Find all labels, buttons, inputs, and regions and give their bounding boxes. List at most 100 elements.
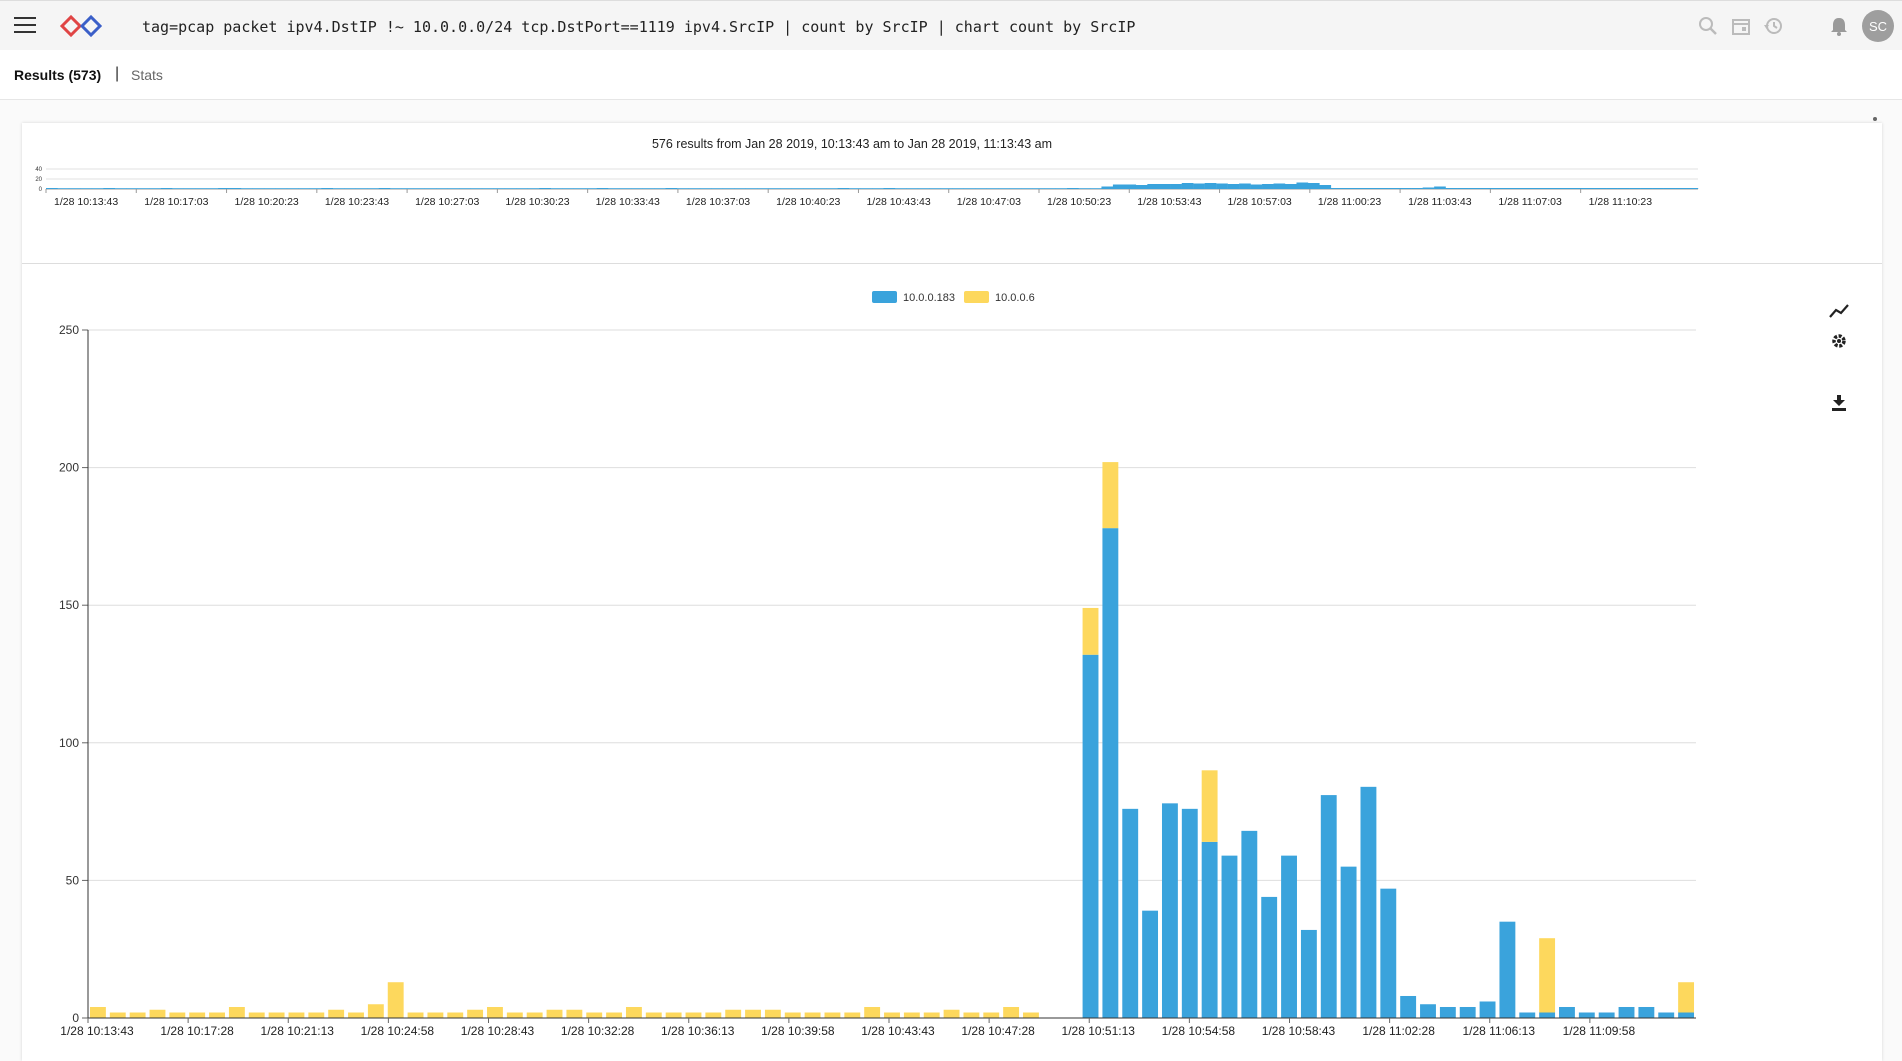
overview-timeline: 576 results from Jan 28 2019, 10:13:43 a… [22, 123, 1882, 264]
bar-10-0-0-6 [1102, 462, 1119, 529]
x-tick-label: 1/28 11:06:13 [1462, 1024, 1535, 1038]
overview-bar [562, 188, 574, 189]
overview-bar [1044, 188, 1056, 189]
bar-10-0-0-183 [1559, 1006, 1575, 1018]
bar-10-0-0-183 [1479, 1001, 1496, 1018]
bar-10-0-0-183 [1578, 1012, 1595, 1018]
overview-bar [1376, 188, 1389, 189]
avatar[interactable]: SC [1862, 10, 1894, 42]
bar-10-0-0-6 [1082, 607, 1099, 655]
gravwell-logo-icon[interactable] [60, 12, 102, 40]
bar-10-0-0-6 [963, 1012, 980, 1018]
x-tick-label: 1/28 11:02:28 [1362, 1024, 1435, 1038]
bar-10-0-0-183 [1340, 866, 1357, 1018]
x-tick-label: 1/28 10:17:28 [160, 1024, 234, 1038]
results-panel: 576 results from Jan 28 2019, 10:13:43 a… [22, 123, 1882, 1061]
legend-label: 10.0.0.6 [995, 292, 1035, 304]
bar-10-0-0-6 [209, 1012, 225, 1018]
overview-bar [1216, 183, 1228, 189]
overview-bar [550, 188, 563, 189]
overview-bar [424, 188, 437, 189]
bar-10-0-0-183 [1201, 841, 1218, 1018]
overview-bar [68, 188, 81, 189]
bar-10-0-0-6 [387, 982, 404, 1018]
bar-10-0-0-183 [1459, 1006, 1476, 1018]
overview-x-tick-label: 1/28 10:20:23 [235, 196, 299, 208]
overview-bar [229, 188, 242, 189]
overview-bar [1193, 183, 1205, 189]
overview-bar [57, 188, 70, 189]
history-icon[interactable] [1762, 15, 1784, 37]
bar-10-0-0-6 [367, 1004, 384, 1018]
overview-bar [1422, 187, 1435, 189]
x-tick-label: 1/28 10:51:13 [1062, 1024, 1136, 1038]
bar-10-0-0-6 [526, 1012, 543, 1018]
bar-10-0-0-6 [606, 1012, 623, 1018]
results-summary: 576 results from Jan 28 2019, 10:13:43 a… [651, 137, 1053, 151]
bar-10-0-0-6 [129, 1012, 146, 1018]
overview-bar [1675, 188, 1687, 189]
overview-bar [1617, 188, 1630, 189]
overview-bar [218, 188, 230, 189]
settings-gear-icon[interactable] [1828, 330, 1850, 352]
y-tick-label: 100 [59, 736, 79, 750]
overview-bar [849, 188, 861, 189]
tab-results[interactable]: Results (573) [14, 67, 102, 83]
bar-10-0-0-6 [705, 1012, 722, 1018]
overview-bar [619, 188, 632, 189]
search-query[interactable]: tag=pcap packet ipv4.DstIP !~ 10.0.0.0/2… [142, 18, 1136, 36]
overview-bar [1021, 188, 1033, 189]
x-tick-label: 1/28 10:39:58 [761, 1024, 835, 1038]
overview-x-tick-label: 1/28 10:53:43 [1137, 196, 1201, 208]
overview-bar [114, 188, 127, 189]
overview-bar [172, 188, 184, 189]
stacked-bar-chart[interactable]: 10.0.0.183 10.0.0.6 0 50 100 150 200 250 1/28 10… [22, 264, 1722, 1061]
overview-bar [1629, 188, 1641, 189]
download-icon[interactable] [1828, 392, 1850, 414]
bar-10-0-0-6 [268, 1012, 285, 1018]
overview-bar [447, 188, 460, 189]
bar-10-0-0-6 [685, 1012, 702, 1018]
notification-bell-icon[interactable] [1828, 15, 1850, 37]
overview-bar [1457, 188, 1469, 189]
overview-bar [286, 188, 299, 189]
line-chart-icon[interactable] [1828, 300, 1850, 322]
bar-10-0-0-6 [149, 1009, 166, 1018]
bar-10-0-0-6 [189, 1012, 206, 1018]
main-chart-area: 10.0.0.183 10.0.0.6 0 50 100 150 200 250 1/28 10… [22, 264, 1882, 1061]
overview-bar [1640, 188, 1653, 189]
overview-chart[interactable]: 40 20 0 1/28 10:13:43 1/28 10:17:03 1/28 10:2… [22, 163, 1722, 263]
overview-bar [355, 188, 368, 189]
overview-x-tick-label: 1/28 11:03:43 [1408, 196, 1472, 208]
calendar-icon[interactable] [1730, 15, 1752, 37]
overview-bar [46, 188, 58, 189]
overview-x-tick-label: 1/28 10:23:43 [325, 196, 389, 208]
overview-bar [837, 188, 850, 189]
bar-10-0-0-183 [1181, 808, 1198, 1018]
overview-bar [1342, 188, 1355, 189]
overview-bar [860, 188, 873, 189]
bar-10-0-0-6 [804, 1012, 821, 1018]
bar-10-0-0-6 [1539, 938, 1556, 1013]
search-icon[interactable] [1697, 15, 1719, 37]
overview-bar [722, 188, 735, 189]
bar-10-0-0-6 [844, 1012, 861, 1018]
overview-y-tick-label: 20 [35, 177, 42, 183]
overview-bar [631, 188, 643, 189]
legend-swatch [964, 291, 989, 303]
bar-10-0-0-183 [1539, 1012, 1556, 1018]
tab-stats[interactable]: Stats [131, 67, 163, 83]
overview-bar [252, 188, 265, 189]
bar-10-0-0-183 [1122, 808, 1139, 1018]
overview-bar [309, 188, 322, 189]
bar-10-0-0-6 [764, 1009, 781, 1018]
overview-bar [1468, 188, 1481, 189]
bar-10-0-0-6 [943, 1009, 960, 1018]
hamburger-menu-icon[interactable] [14, 17, 36, 35]
overview-bar [1491, 188, 1504, 189]
bar-10-0-0-183 [1221, 855, 1238, 1018]
overview-bar [975, 188, 987, 189]
x-tick-label: 1/28 10:54:58 [1162, 1024, 1236, 1038]
overview-bar [711, 188, 724, 189]
overview-bar [321, 188, 334, 189]
